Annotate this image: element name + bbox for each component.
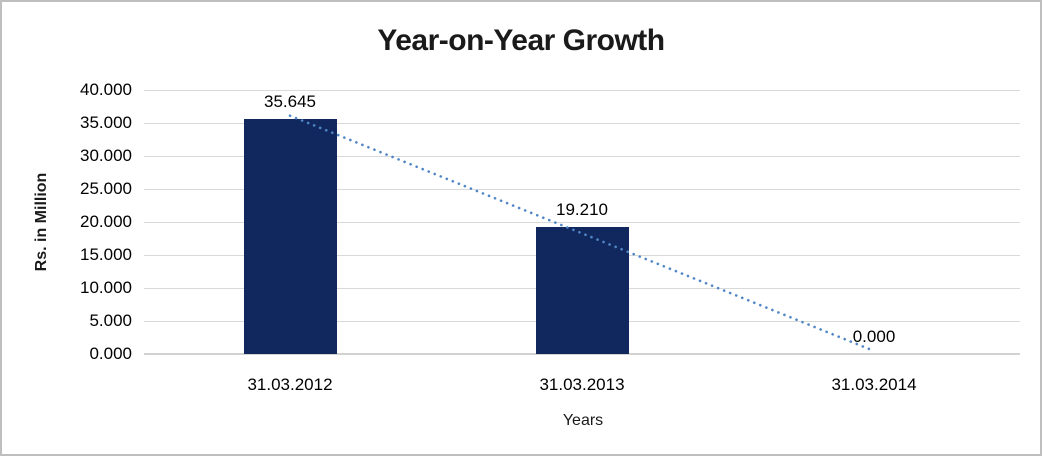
bar-value-label: 0.000 <box>852 327 896 346</box>
x-tick-label: 31.03.2013 <box>539 375 625 394</box>
y-tick-label: 25.000 <box>80 179 132 198</box>
y-tick-label: 40.000 <box>80 80 132 99</box>
bar <box>243 118 337 354</box>
bar <box>535 227 629 354</box>
x-axis-line <box>144 353 1020 355</box>
chart-title: Year-on-Year Growth <box>377 24 665 57</box>
x-tick-label: 31.03.2014 <box>831 375 917 394</box>
x-tick-label: 31.03.2012 <box>247 375 333 394</box>
x-axis-title: Years <box>562 412 604 429</box>
gridline <box>144 90 1020 91</box>
y-tick-label: 10.000 <box>80 278 132 297</box>
y-tick-label: 5.000 <box>89 311 132 330</box>
y-tick-label: 0.000 <box>89 344 132 363</box>
y-tick-label: 20.000 <box>80 212 132 231</box>
y-tick-label: 15.000 <box>80 245 132 264</box>
bar-value-label: 35.645 <box>264 91 316 111</box>
y-tick-label: 35.000 <box>80 113 132 132</box>
bar-value-label: 19.210 <box>556 200 608 220</box>
y-tick-label: 30.000 <box>80 146 132 165</box>
